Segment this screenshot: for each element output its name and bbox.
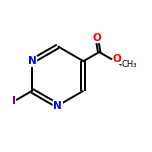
- Text: CH₃: CH₃: [122, 60, 137, 69]
- Text: N: N: [28, 56, 36, 66]
- Text: O: O: [92, 33, 101, 43]
- Text: O: O: [113, 54, 121, 64]
- Text: N: N: [53, 101, 62, 111]
- Text: I: I: [12, 97, 16, 106]
